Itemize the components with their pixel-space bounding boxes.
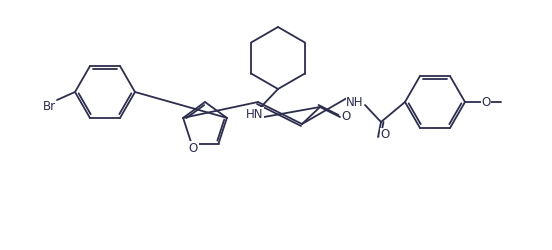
- Text: HN: HN: [246, 108, 264, 120]
- Text: NH: NH: [346, 96, 364, 108]
- Text: O: O: [380, 128, 390, 141]
- Text: O: O: [481, 96, 491, 108]
- Text: O: O: [189, 142, 198, 155]
- Text: O: O: [341, 110, 351, 122]
- Text: Br: Br: [43, 100, 56, 112]
